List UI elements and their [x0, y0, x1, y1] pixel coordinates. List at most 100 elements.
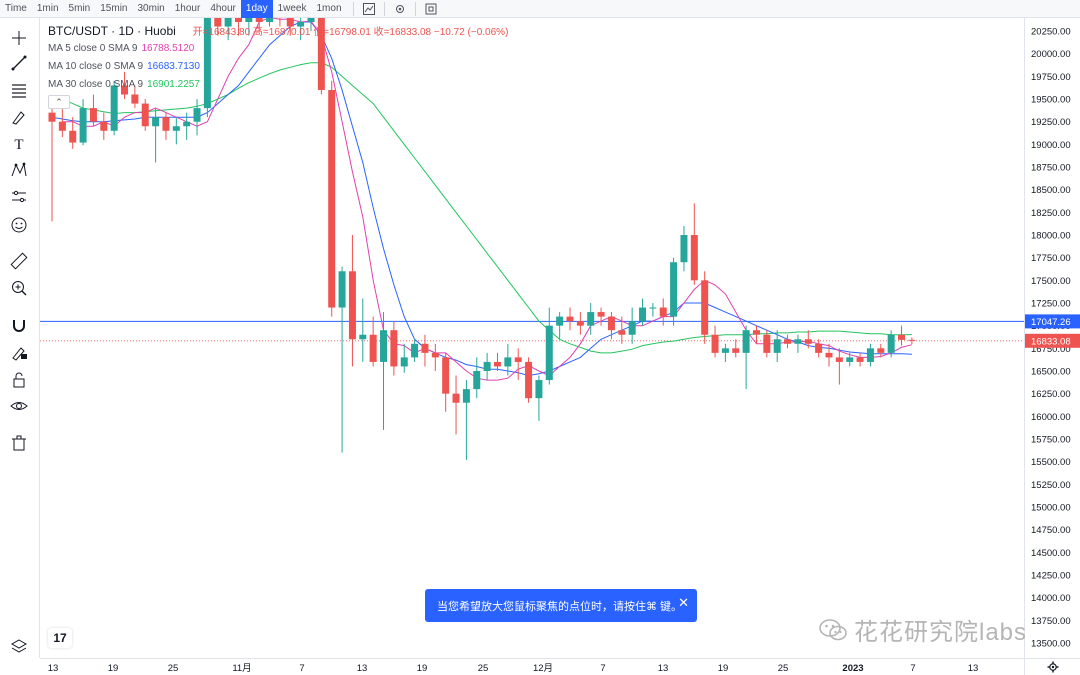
timeframe-time[interactable]: Time	[5, 2, 27, 14]
timeframe-1min[interactable]: 1min	[36, 2, 59, 14]
emoji-icon[interactable]	[8, 214, 30, 236]
candle-body	[214, 18, 222, 27]
horizontal-lines-icon[interactable]	[8, 79, 30, 101]
candle	[473, 357, 481, 399]
candle	[856, 352, 864, 367]
toolbar-divider	[352, 1, 354, 16]
pattern-icon[interactable]	[8, 159, 30, 181]
candle	[483, 352, 491, 381]
candle-body	[908, 339, 916, 341]
candle-body	[701, 280, 709, 335]
symbol-title[interactable]: BTC/USDT · 1D · Huobi	[48, 24, 176, 38]
candle	[431, 343, 439, 371]
candle-body	[825, 352, 833, 358]
candle-body	[390, 330, 398, 367]
candle-body	[58, 121, 66, 131]
layers-icon[interactable]	[8, 636, 30, 658]
drawing-tools-sidebar: T	[0, 18, 40, 658]
candle	[639, 298, 647, 326]
timeframe-1day[interactable]: 1day	[240, 0, 273, 18]
chart-settings-button[interactable]	[1024, 658, 1080, 675]
ohlc-values: 开=16843.80 高=16870.01 低=16798.01 收=16833…	[192, 27, 509, 38]
timeframe-1week[interactable]: 1week	[277, 2, 307, 14]
settings-icon[interactable]	[391, 0, 409, 18]
forecast-icon[interactable]	[8, 186, 30, 208]
timeframe-15min[interactable]: 15min	[100, 2, 128, 14]
price-tick-label: 18750.00	[1031, 163, 1071, 174]
candle-body	[732, 348, 740, 353]
price-tick-label: 20000.00	[1031, 49, 1071, 60]
text-icon[interactable]: T	[8, 132, 30, 154]
candle-body	[359, 334, 367, 340]
ma-value: 16788.5120	[141, 43, 195, 54]
timeframe-1hour[interactable]: 1hour	[174, 2, 201, 14]
eye-icon[interactable]	[8, 395, 30, 417]
price-chart[interactable]	[40, 18, 1024, 658]
price-tick-label: 17750.00	[1031, 253, 1071, 264]
price-tick-label: 18250.00	[1031, 208, 1071, 219]
trendline-icon[interactable]	[8, 52, 30, 74]
candle	[535, 375, 543, 421]
crosshair-icon[interactable]	[8, 27, 30, 49]
candle-body	[89, 108, 97, 122]
time-tick-label: 13	[658, 663, 669, 674]
zoom-in-icon[interactable]	[8, 277, 30, 299]
fullscreen-icon[interactable]	[422, 0, 440, 18]
candle	[866, 343, 874, 367]
timeframe-4hour[interactable]: 4hour	[210, 2, 236, 14]
wechat-icon	[819, 618, 847, 640]
candle-body	[369, 334, 377, 362]
candle	[794, 334, 802, 353]
timeframe-30min[interactable]: 30min	[137, 2, 165, 14]
candle	[732, 339, 740, 358]
candle	[411, 339, 419, 362]
ruler-icon[interactable]	[8, 250, 30, 272]
time-scale[interactable]: 13 19 25 11月 7 13 19 25 12月 7 13 19 25 2023 7 13	[40, 658, 1024, 675]
candle	[835, 348, 843, 385]
ma-legend-row[interactable]: MA 30 close 0 SMA 9 16901.2257	[48, 78, 508, 92]
ma-legend-row[interactable]: MA 5 close 0 SMA 9 16788.5120	[48, 42, 508, 56]
time-tick-label: 13	[357, 663, 368, 674]
candle	[69, 117, 77, 149]
candle-body	[431, 352, 439, 358]
time-tick-label: 19	[718, 663, 729, 674]
candle-body	[835, 357, 843, 362]
candle	[556, 312, 564, 340]
candle	[877, 343, 885, 358]
candle-body	[711, 334, 719, 353]
candle-body	[545, 325, 553, 381]
lock-icon[interactable]	[8, 369, 30, 391]
close-icon[interactable]: ✕	[678, 595, 689, 610]
candle	[400, 343, 408, 373]
candle	[359, 298, 367, 362]
timeframe-5min[interactable]: 5min	[68, 2, 91, 14]
time-tick-label: 13	[968, 663, 979, 674]
candle	[328, 80, 336, 317]
candle-body	[887, 334, 895, 353]
candle-body	[690, 235, 698, 281]
time-tick-label: 7	[299, 663, 304, 674]
price-tick-label: 18000.00	[1031, 231, 1071, 242]
trash-icon[interactable]	[8, 432, 30, 454]
magnet-icon[interactable]	[8, 314, 30, 336]
chart-type-icon[interactable]	[360, 0, 378, 18]
candle-body	[597, 312, 605, 317]
collapse-legend-button[interactable]: ⌃	[48, 95, 70, 109]
candle	[587, 303, 595, 335]
candle-body	[307, 18, 315, 22]
candle	[742, 325, 750, 390]
lock-draw-icon[interactable]	[8, 341, 30, 363]
candle-body	[462, 389, 470, 403]
brush-icon[interactable]	[8, 106, 30, 128]
ma-legend-row[interactable]: MA 10 close 0 SMA 9 16683.7130	[48, 60, 508, 74]
candle-body	[525, 361, 533, 399]
candle	[815, 339, 823, 358]
timeframe-1mon[interactable]: 1mon	[316, 2, 342, 14]
candle-body	[297, 22, 305, 27]
price-tick-label: 15500.00	[1031, 457, 1071, 468]
price-scale[interactable]: 20250.00 20000.00 19750.00 19500.00 19250.00…	[1024, 18, 1080, 658]
candle-body	[815, 343, 823, 353]
price-tick-label: 16000.00	[1031, 412, 1071, 423]
tradingview-logo[interactable]: 17	[48, 628, 72, 648]
candle	[721, 343, 729, 362]
